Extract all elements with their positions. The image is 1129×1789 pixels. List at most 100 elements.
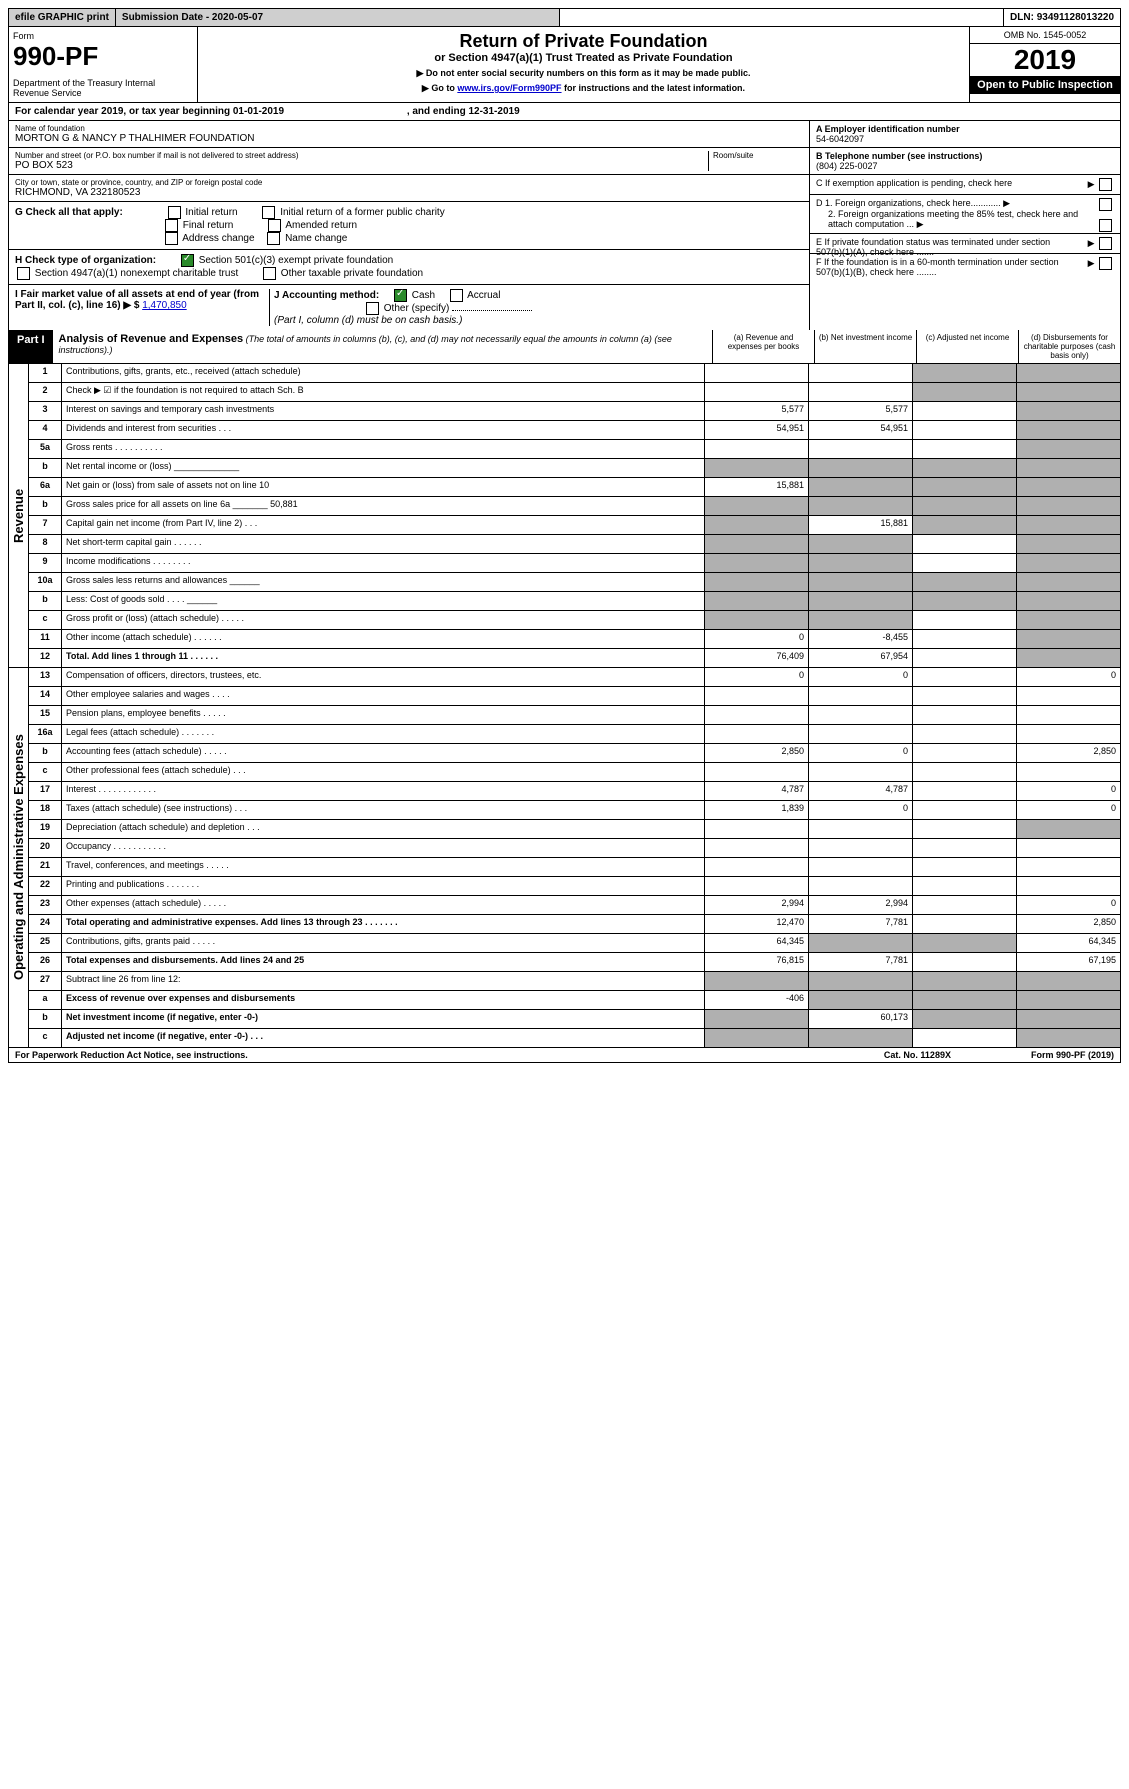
line-number: b xyxy=(29,744,62,762)
cell-a: 0 xyxy=(705,630,809,648)
instruction-2: ▶ Go to www.irs.gov/Form990PF for instru… xyxy=(202,83,965,94)
ein-label: A Employer identification number xyxy=(816,124,960,134)
cell-c xyxy=(913,763,1017,781)
cell-c xyxy=(913,934,1017,952)
revenue-table: Revenue 1Contributions, gifts, grants, e… xyxy=(8,364,1121,668)
cell-dd xyxy=(1017,991,1120,1009)
cell-b: 0 xyxy=(809,668,913,686)
cell-c xyxy=(913,535,1017,553)
cell-dd xyxy=(1017,516,1120,534)
chk-f[interactable] xyxy=(1099,257,1112,270)
cell-c xyxy=(913,972,1017,990)
cell-dd: 0 xyxy=(1017,801,1120,819)
chk-other-tax[interactable] xyxy=(263,267,276,280)
d2-label: 2. Foreign organizations meeting the 85%… xyxy=(828,209,1078,229)
table-row: 23Other expenses (attach schedule) . . .… xyxy=(29,896,1120,915)
d1-label: D 1. Foreign organizations, check here..… xyxy=(816,198,1001,208)
cell-c xyxy=(913,611,1017,629)
chk-address[interactable] xyxy=(165,232,178,245)
table-row: 20Occupancy . . . . . . . . . . . xyxy=(29,839,1120,858)
part1-desc: Analysis of Revenue and Expenses (The to… xyxy=(53,330,713,363)
chk-d2[interactable] xyxy=(1099,219,1112,232)
cell-b xyxy=(809,459,913,477)
cell-a xyxy=(705,383,809,401)
calendar-year-row: For calendar year 2019, or tax year begi… xyxy=(8,103,1121,121)
line-number: 14 xyxy=(29,687,62,705)
cell-dd xyxy=(1017,763,1120,781)
cell-dd xyxy=(1017,402,1120,420)
cell-a xyxy=(705,1010,809,1028)
line-description: Capital gain net income (from Part IV, l… xyxy=(62,516,705,534)
chk-initial-former[interactable] xyxy=(262,206,275,219)
h-label: H Check type of organization: xyxy=(15,255,156,266)
efile-print-button[interactable]: efile GRAPHIC print xyxy=(9,9,116,26)
cell-b: 5,577 xyxy=(809,402,913,420)
fmv-value: 1,470,850 xyxy=(142,300,187,311)
city-value: RICHMOND, VA 232180523 xyxy=(15,187,803,198)
cell-c xyxy=(913,801,1017,819)
j3: Other (specify) xyxy=(384,303,450,314)
line-number: 25 xyxy=(29,934,62,952)
cell-b xyxy=(809,535,913,553)
cell-c xyxy=(913,1010,1017,1028)
table-row: 19Depreciation (attach schedule) and dep… xyxy=(29,820,1120,839)
chk-accrual[interactable] xyxy=(450,289,463,302)
cell-c xyxy=(913,573,1017,591)
submission-date: Submission Date - 2020-05-07 xyxy=(116,9,560,26)
cell-c xyxy=(913,744,1017,762)
tel-label: B Telephone number (see instructions) xyxy=(816,151,982,161)
chk-initial[interactable] xyxy=(168,206,181,219)
form-header: Form 990-PF Department of the Treasury I… xyxy=(8,27,1121,103)
cell-a: 12,470 xyxy=(705,915,809,933)
cell-b xyxy=(809,839,913,857)
chk-501c3[interactable] xyxy=(181,254,194,267)
cell-dd xyxy=(1017,649,1120,667)
chk-name[interactable] xyxy=(267,232,280,245)
cell-dd xyxy=(1017,820,1120,838)
cell-dd: 0 xyxy=(1017,896,1120,914)
line-number: 11 xyxy=(29,630,62,648)
chk-final[interactable] xyxy=(165,219,178,232)
table-row: 17Interest . . . . . . . . . . . .4,7874… xyxy=(29,782,1120,801)
cell-a xyxy=(705,972,809,990)
cell-c xyxy=(913,440,1017,458)
table-row: 11Other income (attach schedule) . . . .… xyxy=(29,630,1120,649)
line-description: Taxes (attach schedule) (see instruction… xyxy=(62,801,705,819)
cell-dd xyxy=(1017,725,1120,743)
line-description: Compensation of officers, directors, tru… xyxy=(62,668,705,686)
chk-e[interactable] xyxy=(1099,237,1112,250)
chk-amended[interactable] xyxy=(268,219,281,232)
line-number: 18 xyxy=(29,801,62,819)
department: Department of the Treasury Internal Reve… xyxy=(13,78,193,98)
line-number: 15 xyxy=(29,706,62,724)
cell-a xyxy=(705,497,809,515)
name-label: Name of foundation xyxy=(15,124,803,133)
table-row: 14Other employee salaries and wages . . … xyxy=(29,687,1120,706)
table-row: 15Pension plans, employee benefits . . .… xyxy=(29,706,1120,725)
inst2-pre: ▶ Go to xyxy=(422,83,457,93)
calendar-end: , and ending 12-31-2019 xyxy=(407,106,520,117)
cell-b: 7,781 xyxy=(809,915,913,933)
cell-c xyxy=(913,706,1017,724)
cell-a xyxy=(705,573,809,591)
chk-cash[interactable] xyxy=(394,289,407,302)
table-row: cGross profit or (loss) (attach schedule… xyxy=(29,611,1120,630)
cell-b: 0 xyxy=(809,744,913,762)
chk-4947[interactable] xyxy=(17,267,30,280)
tax-year: 2019 xyxy=(970,44,1120,76)
cell-dd xyxy=(1017,459,1120,477)
line-description: Net investment income (if negative, ente… xyxy=(62,1010,705,1028)
h2: Section 4947(a)(1) nonexempt charitable … xyxy=(35,268,238,279)
tel-value: (804) 225-0027 xyxy=(816,161,878,171)
line-description: Excess of revenue over expenses and disb… xyxy=(62,991,705,1009)
line-number: 24 xyxy=(29,915,62,933)
irs-link[interactable]: www.irs.gov/Form990PF xyxy=(457,83,561,93)
table-row: aExcess of revenue over expenses and dis… xyxy=(29,991,1120,1010)
chk-other-acct[interactable] xyxy=(366,302,379,315)
line-description: Total expenses and disbursements. Add li… xyxy=(62,953,705,971)
cell-dd xyxy=(1017,611,1120,629)
chk-d1[interactable] xyxy=(1099,198,1112,211)
cell-a xyxy=(705,459,809,477)
cell-dd xyxy=(1017,972,1120,990)
chk-c[interactable] xyxy=(1099,178,1112,191)
